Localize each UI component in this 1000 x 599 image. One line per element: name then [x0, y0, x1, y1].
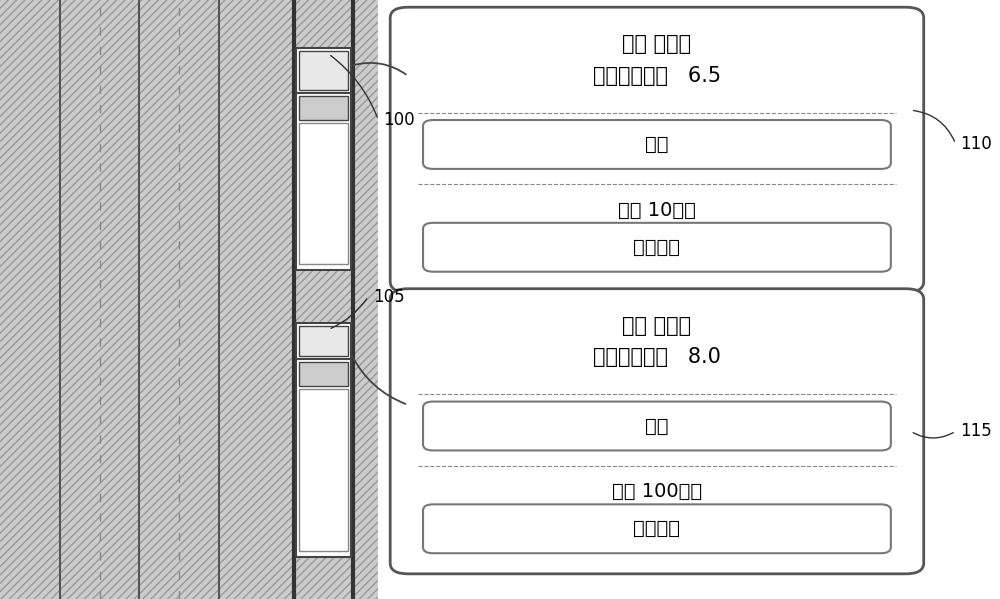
- Bar: [299, 389, 348, 551]
- Bar: [0, 0, 378, 599]
- Text: 距离 100英尺: 距离 100英尺: [612, 482, 702, 501]
- Bar: [299, 96, 348, 120]
- Text: 状态 已链接: 状态 已链接: [622, 316, 692, 336]
- Text: 允许融入: 允许融入: [633, 519, 680, 539]
- FancyBboxPatch shape: [390, 289, 924, 574]
- Bar: [296, 48, 351, 270]
- FancyBboxPatch shape: [423, 504, 891, 553]
- Text: 110: 110: [961, 135, 992, 153]
- Bar: [299, 326, 348, 356]
- FancyBboxPatch shape: [423, 120, 891, 169]
- FancyBboxPatch shape: [423, 223, 891, 272]
- Bar: [299, 362, 348, 386]
- Text: 115: 115: [961, 422, 992, 440]
- Bar: [0, 0, 378, 599]
- FancyBboxPatch shape: [390, 7, 924, 292]
- Text: 取消: 取消: [645, 416, 669, 435]
- Text: 距离 10英尺: 距离 10英尺: [618, 201, 696, 220]
- Text: 每加仑英里数   6.5: 每加仑英里数 6.5: [593, 66, 721, 86]
- Bar: [296, 323, 351, 557]
- Text: 100: 100: [383, 111, 415, 129]
- Text: 状态 已链接: 状态 已链接: [622, 34, 692, 55]
- Bar: [299, 123, 348, 264]
- Text: 105: 105: [373, 288, 405, 305]
- Text: 取消: 取消: [645, 135, 669, 154]
- Bar: [299, 51, 348, 90]
- Text: 允许融入: 允许融入: [633, 238, 680, 257]
- FancyBboxPatch shape: [423, 401, 891, 450]
- Text: 每加仑英里数   8.0: 每加仑英里数 8.0: [593, 347, 721, 367]
